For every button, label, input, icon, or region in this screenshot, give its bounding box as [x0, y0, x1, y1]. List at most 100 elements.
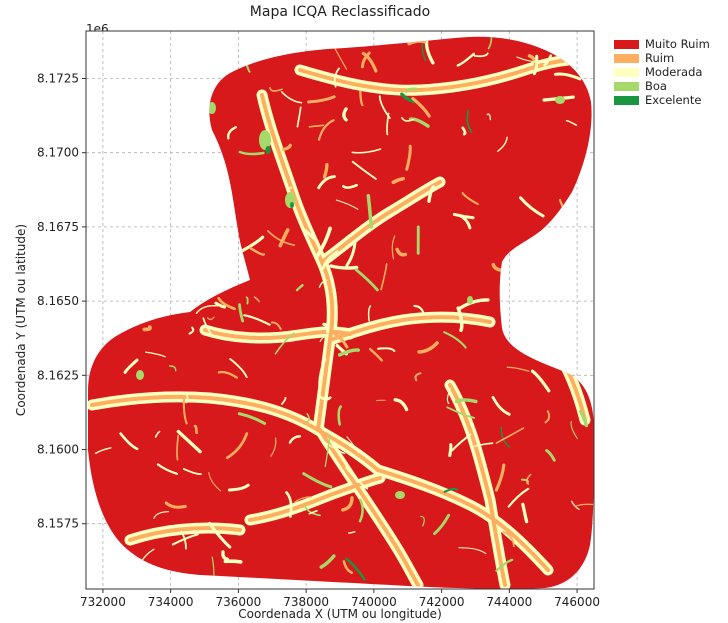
- boa-patch: [555, 96, 565, 104]
- speckle-moderada: [491, 395, 511, 416]
- speckle-boa: [354, 268, 379, 292]
- speckle-moderada: [333, 67, 340, 88]
- speckle-boa: [319, 554, 336, 569]
- speckle-moderada: [214, 301, 226, 309]
- speckle-moderada: [393, 398, 409, 412]
- speckle-moderada: [345, 466, 369, 490]
- y-tick-label: 8.1650: [37, 294, 79, 308]
- speckle-moderada: [456, 52, 476, 67]
- speckle-ruim: [225, 432, 249, 460]
- speckle-ruim: [414, 372, 422, 382]
- y-axis-label: Coordenada Y (UTM ou latitude): [14, 223, 28, 417]
- speckle-boa: [443, 331, 467, 349]
- speckle-moderada: [497, 136, 508, 152]
- ruim-corridor: [128, 526, 242, 542]
- y-tick-label: 8.1625: [37, 368, 79, 382]
- speckle-moderada: [516, 56, 548, 64]
- boa-patch: [259, 130, 271, 150]
- speckle-ruim: [193, 424, 198, 435]
- legend-swatch: [614, 39, 639, 49]
- legend-swatch: [614, 67, 639, 77]
- speckle-moderada: [473, 52, 489, 58]
- speckle-ruim: [544, 410, 551, 424]
- speckle-ruim: [361, 51, 378, 73]
- ruim-corridor: [248, 476, 382, 522]
- speckle-ruim: [176, 434, 180, 461]
- speckle-moderada: [280, 397, 287, 405]
- speckle-moderada: [314, 226, 332, 259]
- speckle-moderada: [335, 199, 359, 210]
- x-tick-label: 736000: [215, 595, 261, 609]
- speckle-boa: [324, 434, 331, 468]
- speckle-moderada: [474, 442, 494, 448]
- speckle-ruim: [369, 347, 383, 362]
- boa-patch: [395, 491, 405, 499]
- speckle-excelente: [466, 109, 473, 133]
- ruim-corridor: [328, 315, 492, 342]
- speckle-moderada: [553, 72, 582, 81]
- speckle-ruim: [267, 230, 295, 246]
- speckle-moderada: [346, 436, 359, 454]
- speckle-boa: [495, 558, 514, 572]
- speckle-boa: [238, 303, 244, 323]
- speckle-ruim: [341, 496, 354, 512]
- speckle-boa: [337, 348, 360, 357]
- x-tick-label: 732000: [80, 595, 126, 609]
- speckle-moderada: [543, 54, 552, 67]
- speckle-ruim: [308, 124, 325, 128]
- speckle-moderada: [318, 357, 327, 390]
- speckle-ruim: [322, 162, 329, 179]
- legend-label: Ruim: [645, 51, 675, 65]
- speckle-ruim: [359, 90, 364, 107]
- legend-label: Muito Ruim: [645, 37, 710, 51]
- speckle-moderada: [456, 306, 464, 333]
- speckle-boa: [579, 409, 589, 428]
- speckle-moderada: [571, 500, 580, 511]
- speckle-ruim: [417, 341, 439, 354]
- speckle-moderada: [342, 107, 348, 122]
- speckle-moderada: [446, 387, 452, 405]
- speckle-moderada: [319, 335, 328, 343]
- y-tick-label: 8.1700: [37, 146, 79, 160]
- legend: Muito Ruim Ruim Moderada Boa Excelente: [614, 37, 724, 107]
- speckle-ruim: [495, 427, 525, 444]
- speckle-ruim: [376, 399, 386, 402]
- boa-patch: [208, 102, 216, 114]
- speckle-moderada: [565, 119, 578, 126]
- speckle-moderada: [223, 559, 243, 564]
- speckle-moderada: [321, 250, 339, 270]
- speckle-moderada: [329, 264, 359, 270]
- speckle-ruim: [506, 366, 530, 372]
- speckle-boa: [245, 296, 249, 305]
- speckle-moderada: [351, 160, 377, 180]
- speckle-ruim: [405, 144, 412, 171]
- speckle-boa: [433, 513, 451, 536]
- x-tick-label: 740000: [351, 595, 397, 609]
- speckle-moderada: [280, 91, 303, 104]
- speckle-moderada: [386, 112, 390, 136]
- speckle-moderada: [345, 239, 357, 267]
- speckle-moderada: [308, 510, 318, 515]
- speckle-moderada: [185, 392, 189, 404]
- speckle-boa: [454, 398, 478, 404]
- speckle-moderada: [448, 443, 453, 458]
- speckle-moderada: [288, 435, 302, 444]
- speckle-boa: [404, 87, 418, 93]
- speckle-excelente: [421, 43, 426, 62]
- speckle-moderada: [318, 279, 328, 288]
- speckle-moderada: [208, 521, 232, 549]
- speckle-moderada: [377, 347, 396, 352]
- y-tick-label: 8.1575: [37, 517, 79, 531]
- speckle-moderada: [400, 116, 414, 122]
- ruim-corridor: [318, 428, 420, 587]
- speckle-ruim: [461, 192, 479, 206]
- ruim-corridor: [90, 394, 380, 472]
- speckle-moderada: [342, 183, 358, 189]
- legend-swatch: [614, 53, 639, 63]
- speckle-ruim: [391, 176, 405, 185]
- legend-label: Moderada: [645, 65, 703, 79]
- speckle-ruim: [281, 143, 292, 152]
- speckle-ruim: [360, 51, 371, 69]
- speckle-moderada: [424, 39, 435, 65]
- speckle-moderada: [521, 502, 529, 524]
